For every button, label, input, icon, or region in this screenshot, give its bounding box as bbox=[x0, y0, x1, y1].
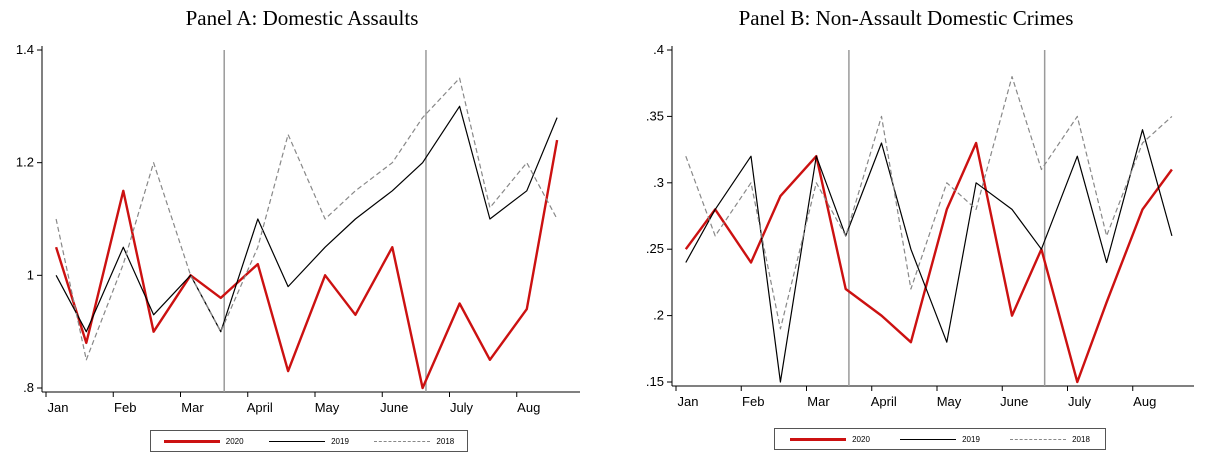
legend-swatch bbox=[1010, 438, 1067, 440]
panel-a: Panel A: Domestic Assaults 1.4 1.2 1 .8 Jan F… bbox=[16, 6, 580, 452]
legend-swatch bbox=[790, 437, 847, 441]
x-tick-label: April bbox=[247, 400, 273, 415]
legend-item-2019: 2019 bbox=[269, 437, 349, 446]
y-tick-label: 1.4 bbox=[16, 42, 34, 57]
x-tick-label: June bbox=[380, 400, 408, 415]
x-tick-label: Aug bbox=[517, 400, 540, 415]
legend-label: 2020 bbox=[225, 436, 244, 446]
legend-label: 2019 bbox=[331, 436, 349, 446]
legend-item-2020: 2020 bbox=[163, 436, 244, 446]
x-tick-label: May bbox=[937, 394, 962, 409]
legend-label: 2018 bbox=[1072, 434, 1090, 444]
x-tick-label: Aug bbox=[1133, 394, 1156, 409]
y-tick-label: .4 bbox=[653, 42, 664, 57]
legend-b: 2020 2019 2018 bbox=[774, 428, 1106, 450]
chart-a: 1.4 1.2 1 .8 Jan Feb Mar April May June July Aug bbox=[16, 42, 580, 415]
y-tick-label: .2 bbox=[653, 308, 664, 323]
y-tick-label: 1 bbox=[27, 267, 34, 282]
legend-a: 2020 2019 2018 bbox=[150, 430, 468, 452]
y-tick-label: .35 bbox=[646, 108, 664, 123]
y-tick-label: .15 bbox=[646, 374, 664, 389]
y-tick-label: .25 bbox=[646, 241, 664, 256]
legend-swatch bbox=[374, 440, 431, 442]
series-2019-line bbox=[685, 129, 1173, 383]
x-tick-label: Feb bbox=[742, 394, 764, 409]
legend-swatch bbox=[269, 440, 326, 442]
x-tick-label: April bbox=[871, 394, 897, 409]
series-2018-line bbox=[55, 77, 558, 361]
series-2019-line bbox=[55, 105, 558, 333]
chart-b: .4 .35 .3 .25 .2 .15 Jan Feb Mar April May June July… bbox=[646, 42, 1194, 409]
legend-item-2018: 2018 bbox=[1010, 435, 1090, 444]
y-tick-label: .3 bbox=[653, 175, 664, 190]
x-tick-label: Jan bbox=[48, 400, 69, 415]
y-tick-label: .8 bbox=[23, 380, 34, 395]
legend-item-2019: 2019 bbox=[900, 435, 980, 444]
legend-label: 2020 bbox=[852, 434, 870, 444]
x-tick-label: July bbox=[1068, 394, 1092, 409]
legend-item-2020: 2020 bbox=[790, 435, 870, 444]
x-tick-label: July bbox=[450, 400, 474, 415]
x-tick-label: Feb bbox=[114, 400, 136, 415]
legend-item-2018: 2018 bbox=[374, 437, 454, 446]
x-tick-label: June bbox=[1000, 394, 1028, 409]
legend-swatch bbox=[900, 438, 957, 440]
x-tick-label: Mar bbox=[807, 394, 830, 409]
x-tick-label: Mar bbox=[181, 400, 204, 415]
y-tick-label: 1.2 bbox=[16, 155, 34, 170]
x-tick-label: May bbox=[315, 400, 340, 415]
series-2020-line bbox=[684, 141, 1173, 384]
legend-label: 2019 bbox=[962, 434, 980, 444]
chart-title: Panel B: Non-Assault Domestic Crimes bbox=[738, 6, 1074, 30]
legend-label: 2018 bbox=[436, 436, 455, 446]
series-2020-line bbox=[54, 139, 559, 390]
chart-title: Panel A: Domestic Assaults bbox=[185, 6, 419, 30]
panel-b: Panel B: Non-Assault Domestic Crimes .4.… bbox=[604, 0, 1208, 455]
legend-swatch bbox=[163, 439, 220, 443]
series-2018-line bbox=[685, 76, 1173, 330]
x-tick-label: Jan bbox=[678, 394, 699, 409]
